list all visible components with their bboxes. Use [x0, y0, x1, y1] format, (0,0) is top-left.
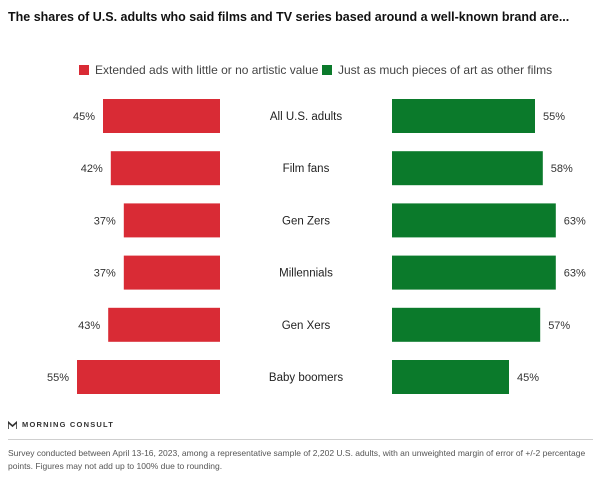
value-label-extended-ads-all-u-s-adults: 45%: [73, 111, 95, 123]
value-label-pieces-of-art-gen-xers: 57%: [548, 320, 570, 332]
legend-label-extended-ads: Extended ads with little or no artistic …: [95, 63, 319, 77]
brand-name: MORNING CONSULT: [22, 420, 115, 429]
bar-pieces-of-art-gen-xers: [392, 307, 541, 342]
value-label-extended-ads-gen-xers: 43%: [78, 320, 100, 332]
legend-item-pieces-of-art: Just as much pieces of art as other film…: [322, 63, 552, 77]
footer-divider: [8, 439, 593, 440]
bar-extended-ads-baby-boomers: [77, 360, 220, 394]
value-label-pieces-of-art-baby-boomers: 45%: [517, 372, 539, 384]
bar-pieces-of-art-all-u-s-adults: [392, 99, 535, 133]
value-label-pieces-of-art-gen-zers: 63%: [564, 215, 586, 227]
category-label-millennials: Millennials: [279, 268, 333, 280]
category-label-all-u-s-adults: All U.S. adults: [270, 111, 342, 123]
bar-extended-ads-film-fans: [110, 151, 220, 186]
value-label-pieces-of-art-millennials: 63%: [564, 268, 586, 280]
chart-legend: Extended ads with little or no artistic …: [0, 63, 599, 79]
bar-pieces-of-art-gen-zers: [392, 203, 556, 238]
methodology-note: Survey conducted between April 13-16, 20…: [8, 448, 586, 471]
bar-extended-ads-millennials: [123, 255, 220, 290]
value-label-pieces-of-art-film-fans: 58%: [551, 163, 573, 175]
legend-swatch-green: [322, 65, 332, 75]
chart-title: The shares of U.S. adults who said films…: [8, 10, 570, 24]
value-label-extended-ads-baby-boomers: 55%: [47, 372, 69, 384]
bar-extended-ads-gen-xers: [108, 307, 220, 342]
morning-consult-logo-icon: [8, 420, 17, 429]
bar-pieces-of-art-baby-boomers: [392, 360, 509, 394]
legend-label-pieces-of-art: Just as much pieces of art as other film…: [338, 63, 553, 77]
value-label-extended-ads-gen-zers: 37%: [94, 215, 116, 227]
category-label-film-fans: Film fans: [283, 163, 330, 175]
brand-logo: MORNING CONSULT: [8, 420, 114, 429]
diverging-bar-chart: 45% All U.S. adults 55% 42% Film fans 58% 37% G…: [47, 99, 586, 394]
bar-extended-ads-gen-zers: [123, 203, 220, 238]
legend-item-extended-ads: Extended ads with little or no artistic …: [79, 63, 318, 77]
legend-swatch-red: [79, 65, 89, 75]
category-label-gen-xers: Gen Xers: [282, 320, 331, 332]
category-label-gen-zers: Gen Zers: [282, 215, 330, 227]
bar-extended-ads-all-u-s-adults: [103, 99, 220, 133]
bar-pieces-of-art-millennials: [392, 255, 556, 290]
bar-pieces-of-art-film-fans: [392, 151, 543, 186]
category-label-baby-boomers: Baby boomers: [269, 372, 343, 384]
value-label-extended-ads-film-fans: 42%: [81, 163, 103, 175]
value-label-pieces-of-art-all-u-s-adults: 55%: [543, 111, 565, 123]
value-label-extended-ads-millennials: 37%: [94, 268, 116, 280]
